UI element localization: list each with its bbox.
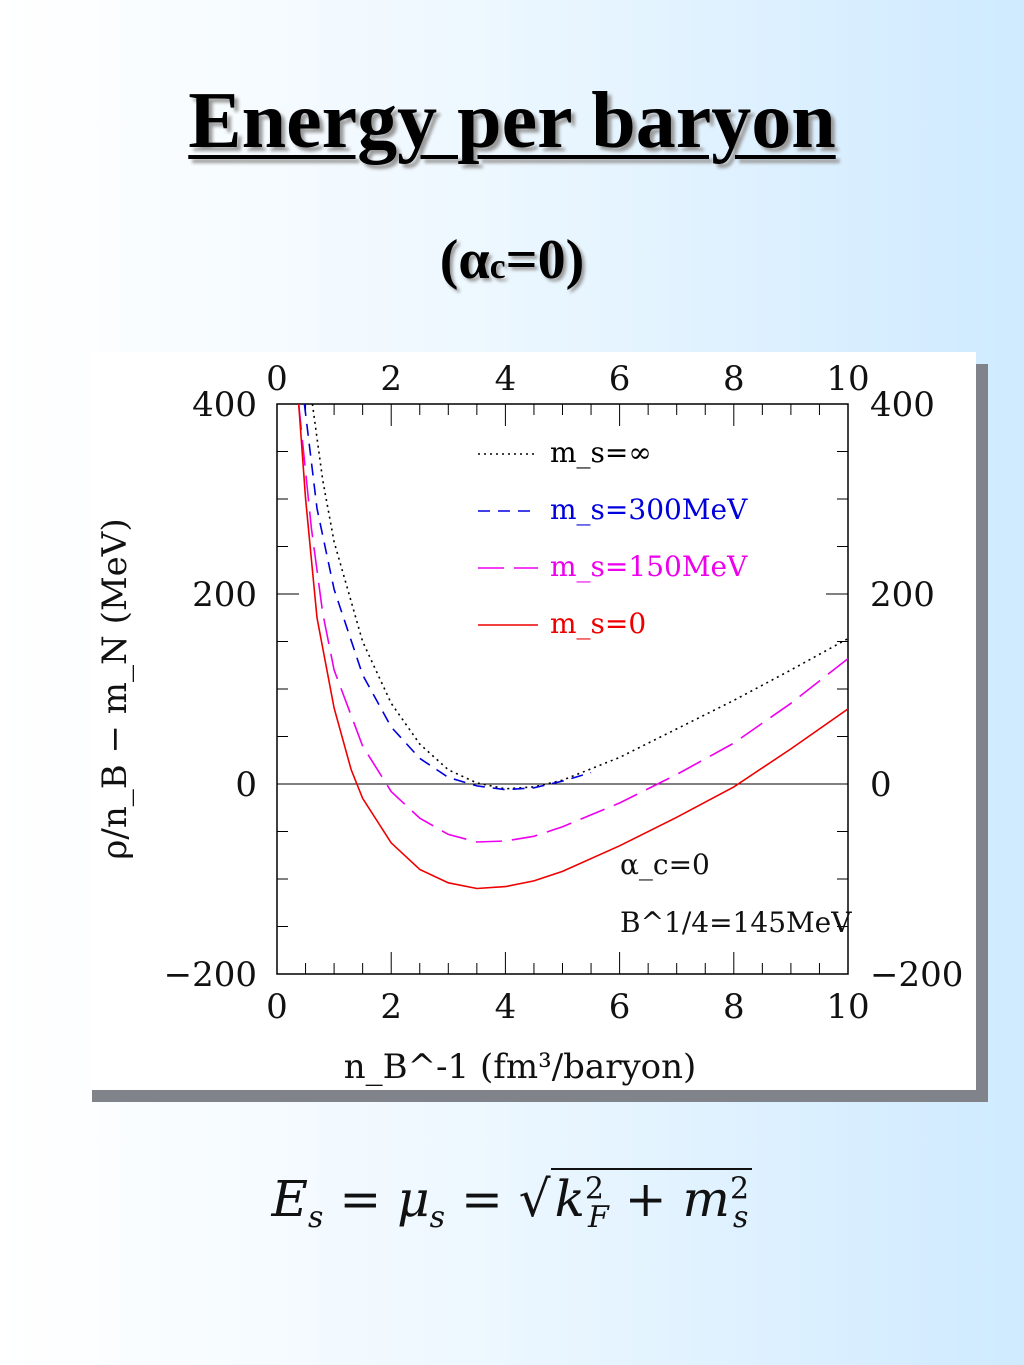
subtitle-close: =0) — [505, 229, 585, 291]
x-tick-label-bottom: 0 — [266, 987, 288, 1027]
x-tick-label-top: 2 — [380, 359, 402, 399]
chart-panel: 0 0 2 2 4 4 6 6 8 8 10 10 −200 −200 0 0 200 200 400 400 n_B^… — [90, 352, 976, 1090]
formula-k-sub: F — [588, 1200, 609, 1235]
x-tick-label-top: 6 — [609, 359, 631, 399]
x-tick-label-bottom: 10 — [826, 987, 869, 1027]
y-tick-label-left: −200 — [164, 955, 257, 995]
formula: Es = μs = √k2F + m2s — [0, 1168, 1024, 1235]
y-tick-label-left: 400 — [192, 385, 257, 425]
legend-label-2: m_s=150MeV — [550, 550, 748, 583]
formula-E: E — [271, 1170, 309, 1228]
y-tick-label-right: 0 — [870, 765, 892, 805]
x-tick-label-top: 10 — [826, 359, 869, 399]
legend-label-0: m_s=∞ — [550, 436, 652, 469]
formula-k: k — [554, 1170, 585, 1228]
legend-label-1: m_s=300MeV — [550, 493, 748, 526]
formula-m-sub: s — [733, 1200, 749, 1235]
x-tick-label-top: 0 — [266, 359, 288, 399]
series-line-0 — [311, 404, 848, 790]
formula-m-sup: 2 — [729, 1171, 750, 1207]
x-tick-label-bottom: 2 — [380, 987, 402, 1027]
slide-title: Energy per baryon — [188, 77, 836, 165]
legend-label-3: m_s=0 — [550, 607, 646, 640]
series-line-2 — [297, 404, 848, 843]
x-axis-label: n_B^-1 (fm³/baryon) — [344, 1047, 697, 1087]
formula-mu-sub: s — [429, 1200, 446, 1235]
subtitle-subscript: c — [489, 246, 506, 286]
y-tick-label-left: 0 — [235, 765, 257, 805]
annotation-alpha: α_c=0 — [620, 848, 710, 881]
y-tick-label-left: 200 — [192, 575, 257, 615]
formula-plus-m: + m — [608, 1170, 730, 1228]
formula-eq: = — [445, 1170, 519, 1228]
x-tick-label-top: 8 — [723, 359, 745, 399]
subtitle-open: (α — [439, 229, 490, 291]
slide-subtitle: (αc=0) — [0, 228, 1024, 292]
plot-frame — [276, 403, 849, 975]
formula-mu: = μ — [323, 1170, 430, 1228]
series-line-3 — [297, 404, 848, 890]
formula-k-sup: 2 — [584, 1171, 605, 1207]
y-tick-label-right: 200 — [870, 575, 935, 615]
radicand: k2F + m2s — [550, 1168, 753, 1235]
formula-E-sub: s — [308, 1200, 324, 1235]
x-tick-label-bottom: 8 — [723, 987, 745, 1027]
y-tick-label-right: 400 — [870, 385, 935, 425]
x-tick-label-top: 4 — [495, 359, 517, 399]
formula-sqrt: √k2F + m2s — [518, 1168, 753, 1235]
y-tick-label-right: −200 — [870, 955, 963, 995]
y-axis-label: ρ/n_B − m_N (MeV) — [95, 518, 135, 859]
x-tick-label-bottom: 4 — [495, 987, 517, 1027]
sqrt-sign: √ — [518, 1170, 551, 1228]
series-line-1 — [303, 404, 592, 791]
x-tick-label-bottom: 6 — [609, 987, 631, 1027]
annotation-bag: B^1/4=145MeV — [620, 906, 852, 939]
